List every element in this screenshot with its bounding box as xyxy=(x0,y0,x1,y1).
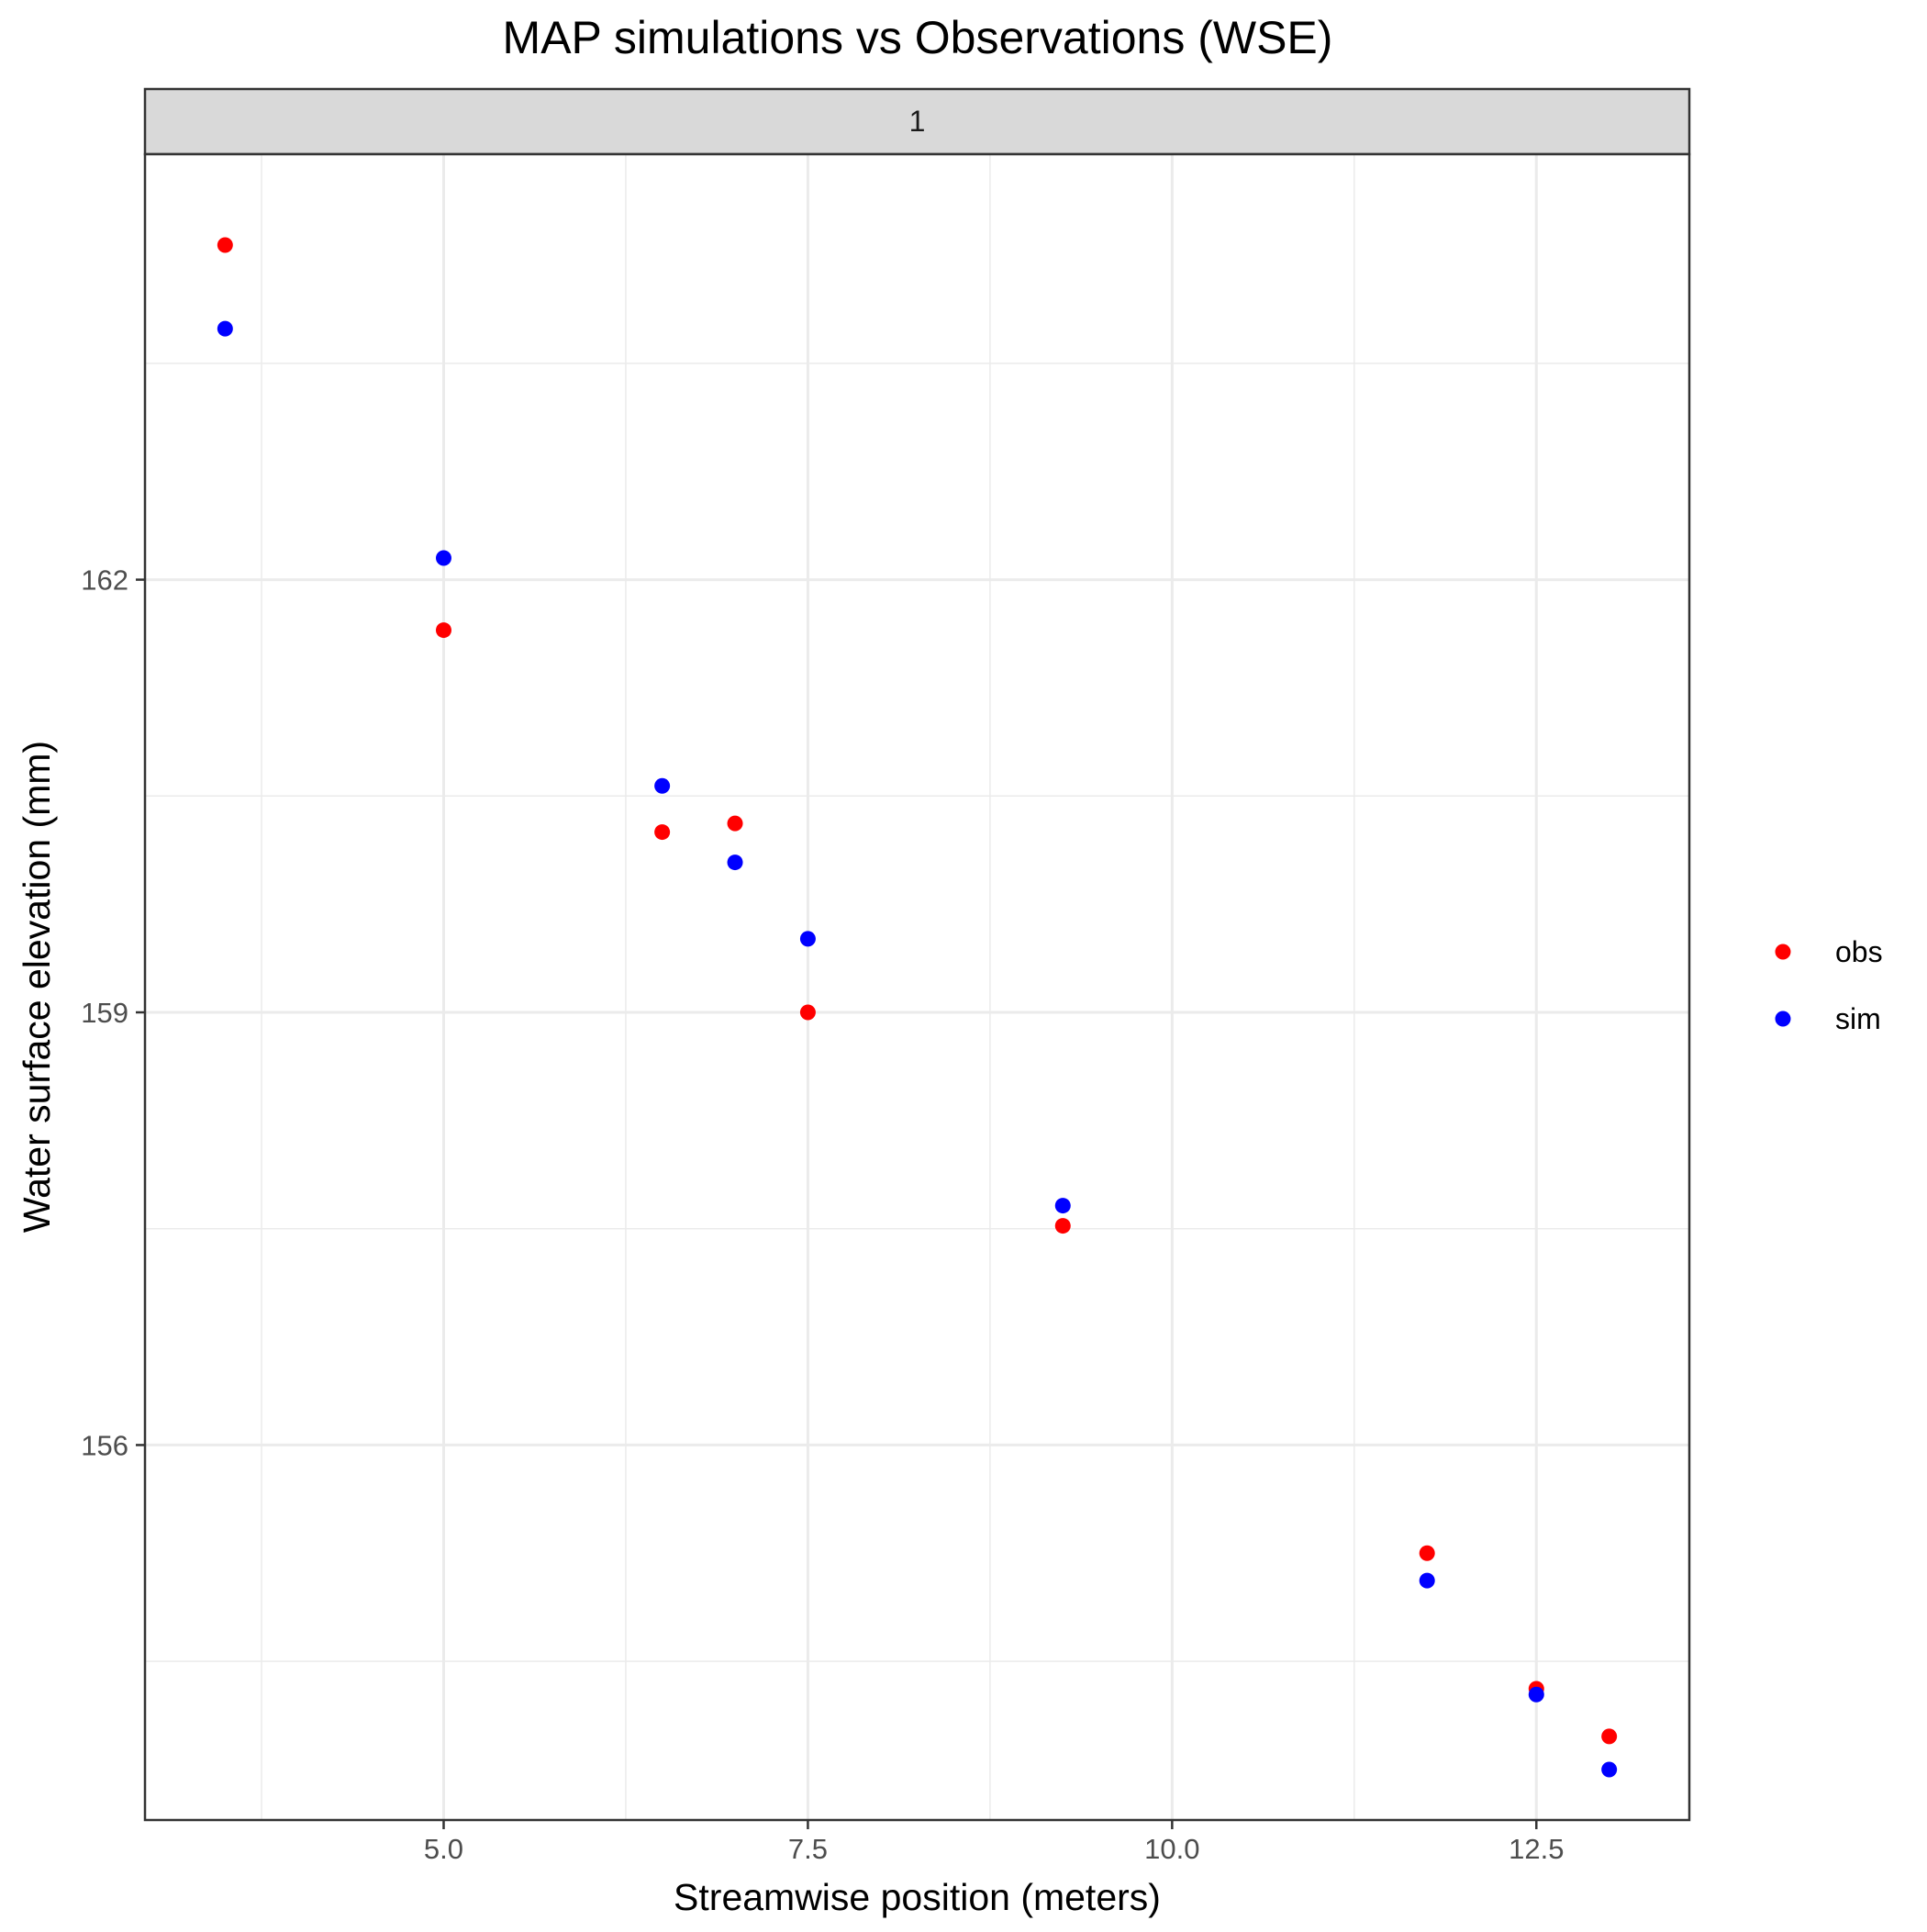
legend-label-obs: obs xyxy=(1835,935,1883,968)
obs-point xyxy=(799,1004,816,1021)
obs-point xyxy=(217,237,233,253)
sim-point xyxy=(1054,1198,1071,1214)
legend: obs sim xyxy=(1775,935,1883,1035)
x-axis-title: Streamwise position (meters) xyxy=(674,1876,1161,1918)
axes: 5.0 7.5 10.0 12.5 156 159 162 xyxy=(81,564,1564,1865)
x-tick-label: 12.5 xyxy=(1509,1833,1564,1865)
obs-point xyxy=(435,622,451,639)
grid-lines xyxy=(145,154,1689,1820)
obs-point xyxy=(654,824,671,841)
obs-point xyxy=(1419,1545,1435,1561)
y-axis-title: Water surface elevation (mm) xyxy=(16,741,58,1233)
legend-key-sim xyxy=(1775,1011,1791,1027)
facet-strip xyxy=(143,87,1691,156)
plot-panel xyxy=(145,154,1689,1820)
sim-point xyxy=(1601,1761,1618,1778)
y-tick-label: 159 xyxy=(81,997,128,1029)
chart-title: MAP simulations vs Observations (WSE) xyxy=(503,12,1333,63)
y-tick-label: 156 xyxy=(81,1429,128,1461)
facet-strip-label: 1 xyxy=(909,105,926,138)
sim-point xyxy=(727,854,743,871)
legend-key-obs xyxy=(1775,944,1791,960)
obs-point xyxy=(1054,1218,1071,1234)
data-points xyxy=(217,237,1618,1778)
x-tick-label: 10.0 xyxy=(1144,1833,1199,1865)
obs-point xyxy=(727,815,743,832)
obs-point xyxy=(1601,1728,1618,1745)
sim-point xyxy=(1528,1686,1544,1703)
panel-border xyxy=(143,152,1691,1822)
sim-point xyxy=(1419,1572,1435,1589)
x-tick-label: 5.0 xyxy=(424,1833,463,1865)
sim-point xyxy=(217,320,233,337)
legend-label-sim: sim xyxy=(1835,1002,1881,1035)
x-tick-label: 7.5 xyxy=(788,1833,828,1865)
sim-point xyxy=(799,931,816,947)
y-tick-label: 162 xyxy=(81,564,128,597)
sim-point xyxy=(435,550,451,566)
sim-point xyxy=(654,777,671,794)
